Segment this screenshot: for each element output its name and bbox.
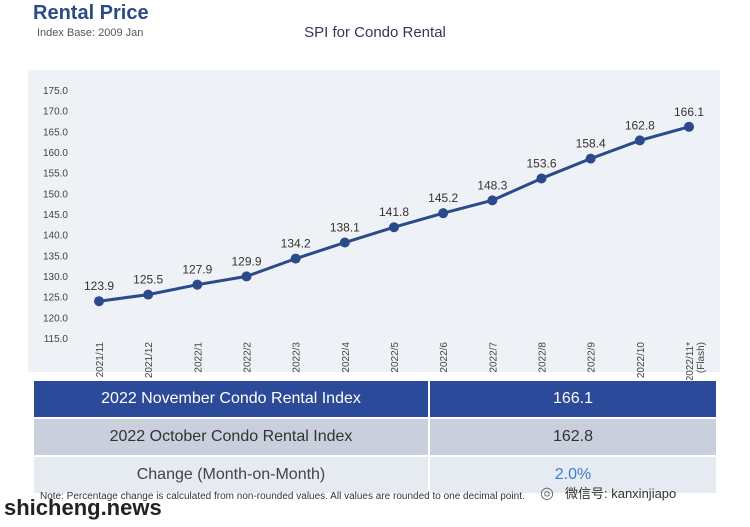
data-label: 123.9 xyxy=(84,279,114,293)
x-tick-label: 2021/12 xyxy=(144,342,155,379)
y-tick-label: 140.0 xyxy=(43,231,68,242)
y-tick-label: 165.0 xyxy=(43,127,68,138)
data-point xyxy=(290,253,301,264)
x-tick-label: 2022/4 xyxy=(341,342,352,373)
wechat-icon: ◎ xyxy=(540,485,554,502)
y-tick-label: 175.0 xyxy=(43,86,68,97)
data-label: 141.8 xyxy=(379,205,409,219)
y-tick-label: 125.0 xyxy=(43,293,68,304)
x-tick-label: 2022/1 xyxy=(193,342,204,373)
x-tick-label: 2022/9 xyxy=(587,342,598,373)
y-tick-label: 120.0 xyxy=(43,313,68,324)
x-tick-label: 2022/11* xyxy=(685,342,696,380)
plot-background xyxy=(28,70,720,372)
data-label: 127.9 xyxy=(182,263,212,277)
y-tick-label: 150.0 xyxy=(43,189,68,200)
summary-value: 166.1 xyxy=(429,381,718,419)
data-label: 162.8 xyxy=(625,118,655,132)
x-tick-label: 2022/7 xyxy=(488,342,499,373)
data-label: 138.1 xyxy=(330,221,360,235)
data-label: 166.1 xyxy=(674,105,704,119)
summary-table: 2022 November Condo Rental Index 166.1 2… xyxy=(34,381,718,495)
data-label: 158.4 xyxy=(576,137,606,151)
data-point xyxy=(241,271,252,282)
x-tick-label: 2022/8 xyxy=(538,342,549,373)
data-point xyxy=(438,208,449,219)
y-tick-label: 115.0 xyxy=(44,334,69,345)
data-label: 125.5 xyxy=(133,273,163,287)
index-base-subtitle: Index Base: 2009 Jan xyxy=(37,27,144,39)
chart-title: SPI for Condo Rental xyxy=(304,24,446,41)
data-point xyxy=(585,153,596,164)
summary-row-november: 2022 November Condo Rental Index 166.1 xyxy=(34,381,718,419)
data-point xyxy=(536,173,547,184)
data-point xyxy=(634,135,645,146)
data-point xyxy=(339,237,350,248)
data-label: 145.2 xyxy=(428,191,458,205)
x-tick-label: 2022/6 xyxy=(439,342,450,373)
line-chart: 115.0 120.0 125.0 130.0 135.0 140.0 145.0 150.0… xyxy=(43,86,707,380)
footnote: Note: Percentage change is calculated fr… xyxy=(40,491,525,502)
x-tick-label: 2021/11 xyxy=(95,342,106,378)
x-tick-label: 2022/10 xyxy=(636,342,647,379)
y-tick-label: 145.0 xyxy=(43,210,68,221)
y-tick-label: 135.0 xyxy=(43,251,68,262)
data-point xyxy=(143,289,154,300)
summary-label: Change (Month-on-Month) xyxy=(34,456,430,495)
x-tick-label: 2022/3 xyxy=(292,342,303,373)
data-label: 134.2 xyxy=(281,237,311,251)
summary-label: 2022 October Condo Rental Index xyxy=(34,418,430,457)
summary-value: 162.8 xyxy=(429,418,718,457)
data-point xyxy=(684,121,694,132)
data-point xyxy=(389,222,399,233)
y-tick-label: 130.0 xyxy=(43,272,68,283)
summary-label: 2022 November Condo Rental Index xyxy=(34,381,430,419)
summary-value: 2.0% xyxy=(429,456,718,495)
y-tick-label: 160.0 xyxy=(43,148,68,159)
page-title: Rental Price xyxy=(33,2,149,24)
x-tick-label: 2022/5 xyxy=(390,342,401,373)
x-tick-label: 2022/2 xyxy=(243,342,254,373)
data-point xyxy=(487,195,498,206)
y-tick-label: 170.0 xyxy=(43,107,68,118)
data-point xyxy=(94,296,104,307)
x-tick-sublabel: (Flash) xyxy=(696,342,707,373)
summary-row-october: 2022 October Condo Rental Index 162.8 xyxy=(34,418,718,457)
data-label: 153.6 xyxy=(526,156,556,170)
y-tick-label: 155.0 xyxy=(43,169,68,180)
data-point xyxy=(192,279,203,290)
data-label: 148.3 xyxy=(477,178,507,192)
summary-row-change: Change (Month-on-Month) 2.0% xyxy=(34,456,718,495)
watermark-brand: shicheng.news xyxy=(4,495,162,520)
wechat-label: 微信号: kanxinjiapo xyxy=(565,486,677,501)
data-label: 129.9 xyxy=(231,254,261,268)
